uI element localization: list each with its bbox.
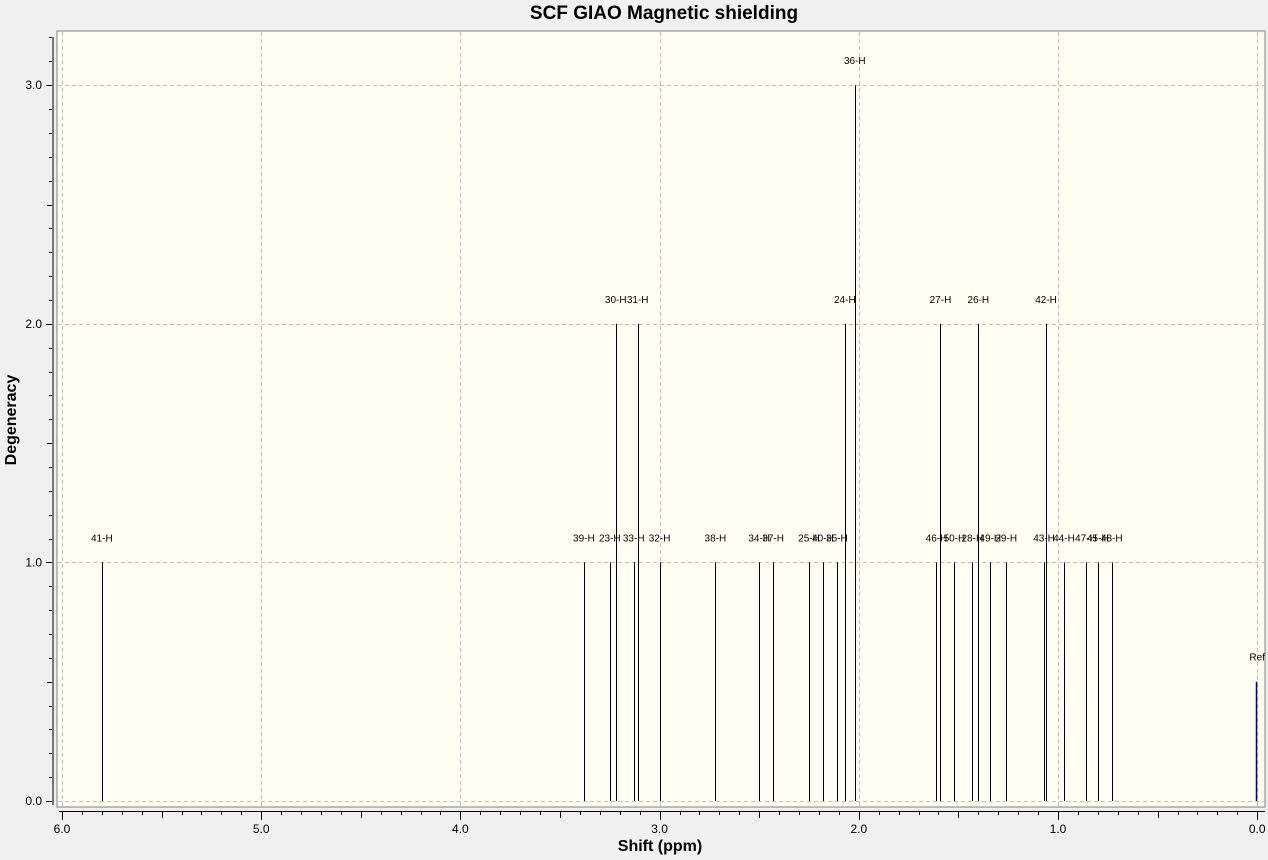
x-tick-label: 4.0 [452,822,469,836]
peak-label: 50-H [944,533,966,544]
peak-label: 47-H [1075,533,1097,544]
y-tick-label: 3.0 [25,78,42,92]
peak-label: 48-H [1101,533,1123,544]
peak-label: 30-H [605,295,627,306]
y-tick-label: 1.0 [25,555,42,569]
peak-label: 40-H [812,533,834,544]
y-tick-label: 0.0 [25,794,42,808]
peak-label: 44-H [1053,533,1075,544]
peak-label: 49-H [979,533,1001,544]
peak-label: 26-H [967,295,989,306]
peak-label: 37-H [762,533,784,544]
x-tick-label: 2.0 [850,822,867,836]
peak-label: 28-H [962,533,984,544]
reference-label: Ref [1249,653,1265,664]
peak-label: 34-H [748,533,770,544]
x-tick-label: 0.0 [1249,822,1266,836]
x-tick-label: 3.0 [651,822,668,836]
peak-label: 35-H [826,533,848,544]
peak-label: 23-H [599,533,621,544]
peak-label: 29-H [995,533,1017,544]
peak-label: 42-H [1035,295,1057,306]
peak-label: 32-H [649,533,671,544]
peak-label: 25-H [798,533,820,544]
peak-label: 46-H [926,533,948,544]
chart-title: SCF GIAO Magnetic shielding [529,3,799,24]
peak-label: 45-H [1087,533,1109,544]
peak-label: 31-H [627,295,649,306]
peak-label: 27-H [930,295,952,306]
peak-label: 33-H [623,533,645,544]
x-axis-label: Shift (ppm) [617,838,703,855]
peak-label: 41-H [91,533,113,544]
x-tick-label: 5.0 [253,822,270,836]
x-tick-label: 1.0 [1050,822,1067,836]
peak-label: 43-H [1033,533,1055,544]
peak-label: 36-H [844,56,866,67]
x-tick-label: 6.0 [54,822,71,836]
peak-label: 38-H [705,533,727,544]
y-tick-label: 2.0 [25,317,42,331]
peak-label: 39-H [573,533,595,544]
peak-label: 24-H [834,295,856,306]
